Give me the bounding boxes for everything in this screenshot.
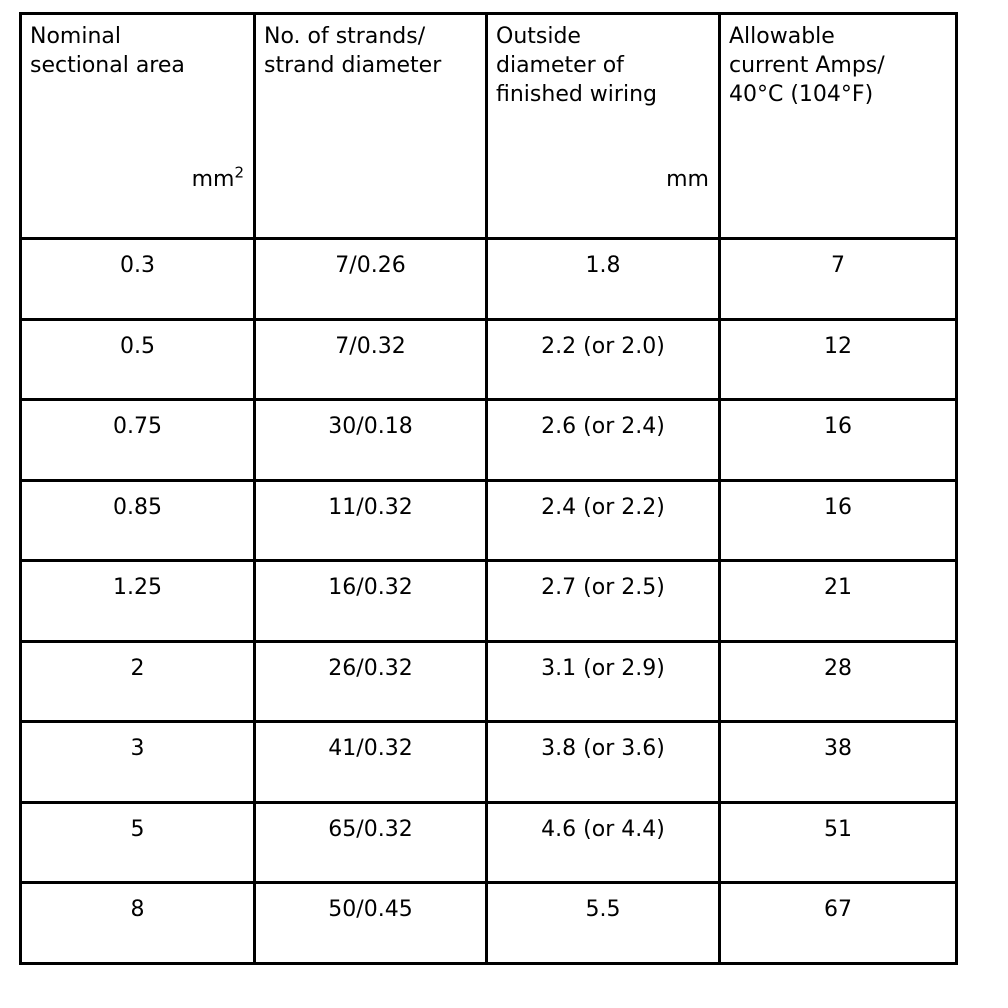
cell-area: 0.75 xyxy=(19,398,256,482)
header-title: Outside diameter of finished wiring xyxy=(496,24,657,107)
cell-strands: 16/0.32 xyxy=(253,559,488,643)
cell-strands: 30/0.18 xyxy=(253,398,488,482)
header-title: Nominal sectional area xyxy=(30,24,185,78)
table-row: 3 41/0.32 3.8 (or 3.6) 38 xyxy=(19,720,958,804)
cell-strands: 65/0.32 xyxy=(253,800,488,884)
cell-strands: 11/0.32 xyxy=(253,478,488,562)
unit-text: mm xyxy=(666,167,709,192)
cell-current: 67 xyxy=(718,881,958,965)
cell-outside-diameter: 3.1 (or 2.9) xyxy=(485,639,721,723)
cell-current: 16 xyxy=(718,398,958,482)
cell-outside-diameter: 2.7 (or 2.5) xyxy=(485,559,721,643)
unit-text: mm xyxy=(191,167,235,192)
cell-strands: 41/0.32 xyxy=(253,720,488,804)
cell-outside-diameter: 4.6 (or 4.4) xyxy=(485,800,721,884)
cell-current: 51 xyxy=(718,800,958,884)
cell-area: 5 xyxy=(19,800,256,884)
table-row: 5 65/0.32 4.6 (or 4.4) 51 xyxy=(19,800,958,884)
header-outside-diameter: Outside diameter of finished wiring mm xyxy=(485,12,721,240)
header-unit-mm: mm xyxy=(666,168,709,192)
table-row: 1.25 16/0.32 2.7 (or 2.5) 21 xyxy=(19,559,958,643)
cell-outside-diameter: 1.8 xyxy=(485,237,721,321)
cell-current: 21 xyxy=(718,559,958,643)
table-row: 0.3 7/0.26 1.8 7 xyxy=(19,237,958,321)
cell-area: 2 xyxy=(19,639,256,723)
cell-area: 0.5 xyxy=(19,317,256,401)
cell-current: 28 xyxy=(718,639,958,723)
table-row: 0.85 11/0.32 2.4 (or 2.2) 16 xyxy=(19,478,958,562)
cell-area: 3 xyxy=(19,720,256,804)
table-row: 8 50/0.45 5.5 67 xyxy=(19,881,958,965)
cell-outside-diameter: 5.5 xyxy=(485,881,721,965)
unit-superscript: 2 xyxy=(234,163,244,182)
table-row: 0.75 30/0.18 2.6 (or 2.4) 16 xyxy=(19,398,958,482)
cell-strands: 7/0.32 xyxy=(253,317,488,401)
cell-current: 7 xyxy=(718,237,958,321)
header-row: Nominal sectional area mm2 No. of strand… xyxy=(19,12,958,240)
cell-current: 16 xyxy=(718,478,958,562)
header-strands: No. of strands/ strand diameter xyxy=(253,12,488,240)
cell-outside-diameter: 3.8 (or 3.6) xyxy=(485,720,721,804)
cell-strands: 50/0.45 xyxy=(253,881,488,965)
wire-spec-table: Nominal sectional area mm2 No. of strand… xyxy=(19,12,958,965)
header-nominal-sectional-area: Nominal sectional area mm2 xyxy=(19,12,256,240)
cell-area: 0.3 xyxy=(19,237,256,321)
table-row: 0.5 7/0.32 2.2 (or 2.0) 12 xyxy=(19,317,958,401)
cell-area: 0.85 xyxy=(19,478,256,562)
header-title: No. of strands/ strand diameter xyxy=(264,24,442,78)
cell-outside-diameter: 2.4 (or 2.2) xyxy=(485,478,721,562)
header-allowable-current: Allowable current Amps/ 40°C (104°F) xyxy=(718,12,958,240)
table-row: 2 26/0.32 3.1 (or 2.9) 28 xyxy=(19,639,958,723)
cell-current: 12 xyxy=(718,317,958,401)
header-unit-mm2: mm2 xyxy=(191,165,244,192)
cell-outside-diameter: 2.6 (or 2.4) xyxy=(485,398,721,482)
header-title: Allowable current Amps/ 40°C (104°F) xyxy=(729,24,885,107)
cell-outside-diameter: 2.2 (or 2.0) xyxy=(485,317,721,401)
cell-area: 8 xyxy=(19,881,256,965)
cell-area: 1.25 xyxy=(19,559,256,643)
cell-current: 38 xyxy=(718,720,958,804)
cell-strands: 26/0.32 xyxy=(253,639,488,723)
cell-strands: 7/0.26 xyxy=(253,237,488,321)
